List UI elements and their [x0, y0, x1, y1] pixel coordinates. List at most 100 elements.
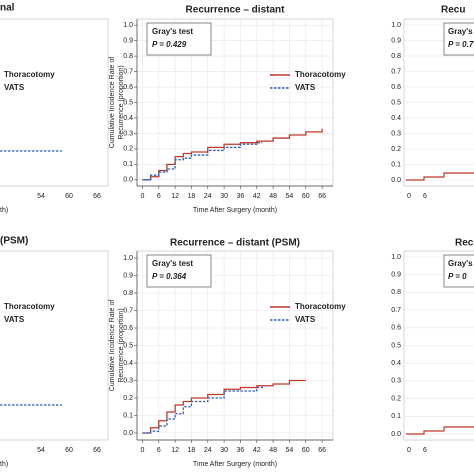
plot-area	[0, 250, 109, 441]
x-tick-label: 0	[407, 447, 411, 454]
x-tick-label: 54	[286, 193, 294, 200]
test-label: Gray's	[448, 259, 473, 268]
y-tick-label: 0.5	[123, 342, 133, 349]
legend-label: Thoracotomy	[4, 70, 55, 79]
x-axis-label: Time After Surgery (month)	[193, 461, 277, 468]
legend-label: VATS	[4, 315, 25, 324]
y-tick-label: 0.0	[391, 431, 401, 438]
y-tick-label: 0.6	[123, 84, 133, 91]
test-label: Gray's test	[152, 27, 193, 36]
series-line	[142, 128, 323, 181]
curve-fragment	[406, 172, 474, 181]
x-tick-label: 6	[157, 447, 161, 454]
p-value: P = 0.364	[152, 272, 187, 281]
x-tick-label: 60	[302, 193, 310, 200]
x-tick-label: 12	[171, 193, 179, 200]
x-tick-label: 18	[188, 447, 196, 454]
y-tick-label: 0.1	[391, 413, 401, 420]
x-tick-label: 54	[37, 193, 45, 200]
y-tick-label: 0.8	[391, 53, 401, 60]
y-tick-label: 0.4	[123, 360, 133, 367]
y-tick-label: 0.7	[123, 68, 133, 75]
legend-label: Thoracotomy	[4, 302, 55, 311]
x-tick-label: 24	[204, 447, 212, 454]
series-line	[142, 379, 306, 434]
x-tick-label: 48	[269, 193, 277, 200]
y-axis-label: Cumulative Incidence Rate of	[109, 300, 116, 391]
panel-title: nal	[0, 3, 15, 14]
y-tick-label: 0.0	[391, 177, 401, 184]
test-label: Gray's test	[152, 259, 193, 268]
x-tick-label: 54	[286, 447, 294, 454]
legend-label: VATS	[295, 83, 316, 92]
y-tick-label: 0.3	[123, 130, 133, 137]
x-tick-label: 60	[65, 193, 73, 200]
legend-label: Thoracotomy	[295, 70, 346, 79]
y-tick-label: 0.2	[391, 146, 401, 153]
x-axis-label: th)	[0, 207, 8, 214]
test-box	[146, 254, 212, 288]
y-tick-label: 0.4	[391, 360, 401, 367]
y-tick-label: 1.0	[123, 255, 133, 262]
x-tick-label: 36	[237, 447, 245, 454]
legend-label: VATS	[295, 315, 316, 324]
y-tick-label: 1.0	[123, 22, 133, 29]
x-tick-label: 30	[220, 193, 228, 200]
y-tick-label: 0.9	[123, 272, 133, 279]
x-tick-label: 30	[220, 447, 228, 454]
chart-title: Recurrence – distant	[186, 5, 286, 16]
test-box	[443, 22, 474, 56]
y-tick-label: 0.4	[391, 115, 401, 122]
y-tick-label: 0.1	[123, 161, 133, 168]
y-tick-label: 0.4	[123, 115, 133, 122]
panel-title: Recu	[441, 5, 465, 16]
y-tick-label: 0.7	[123, 307, 133, 314]
series-line	[142, 385, 263, 434]
legend-label: VATS	[4, 83, 25, 92]
x-axis-label: th)	[0, 461, 8, 468]
panel-title: Rec	[455, 238, 474, 249]
p-value: P = 0	[448, 272, 467, 281]
y-tick-label: 0.3	[391, 130, 401, 137]
y-tick-label: 0.9	[123, 37, 133, 44]
x-tick-label: 66	[93, 447, 101, 454]
x-tick-label: 6	[423, 193, 427, 200]
x-tick-label: 66	[318, 193, 326, 200]
y-tick-label: 0.0	[123, 430, 133, 437]
x-tick-label: 24	[204, 193, 212, 200]
y-tick-label: 0.9	[391, 272, 401, 279]
x-tick-label: 66	[93, 193, 101, 200]
x-tick-label: 6	[157, 193, 161, 200]
y-tick-label: 0.3	[391, 378, 401, 385]
y-tick-label: 0.2	[391, 395, 401, 402]
curve-fragment	[406, 426, 474, 435]
y-tick-label: 0.7	[391, 68, 401, 75]
p-value: P = 0.7	[448, 40, 474, 49]
x-tick-label: 0	[140, 447, 144, 454]
y-axis-label: Cumulative Incidence Rate of	[109, 57, 116, 148]
y-tick-label: 0.8	[123, 53, 133, 60]
y-tick-label: 0.1	[391, 161, 401, 168]
y-tick-label: 0.2	[123, 395, 133, 402]
y-axis-label: Recurrence (proportion)	[118, 65, 125, 139]
x-tick-label: 12	[171, 447, 179, 454]
y-tick-label: 0.3	[123, 377, 133, 384]
test-label: Gray's	[448, 27, 473, 36]
test-box	[443, 254, 474, 288]
x-tick-label: 36	[237, 193, 245, 200]
y-tick-label: 0.0	[123, 177, 133, 184]
x-tick-label: 66	[318, 447, 326, 454]
panel-title: (PSM)	[0, 236, 28, 247]
y-tick-label: 0.8	[391, 289, 401, 296]
y-tick-label: 0.2	[123, 146, 133, 153]
test-box	[146, 22, 212, 56]
y-tick-label: 0.6	[391, 84, 401, 91]
y-tick-label: 1.0	[391, 22, 401, 29]
y-axis-label: Recurrence (proportion)	[118, 308, 125, 382]
series-line	[142, 142, 263, 181]
y-tick-label: 0.8	[123, 290, 133, 297]
x-axis-label: Time After Surgery (month)	[193, 207, 277, 214]
plot-area	[0, 18, 109, 187]
y-tick-label: 0.5	[391, 342, 401, 349]
